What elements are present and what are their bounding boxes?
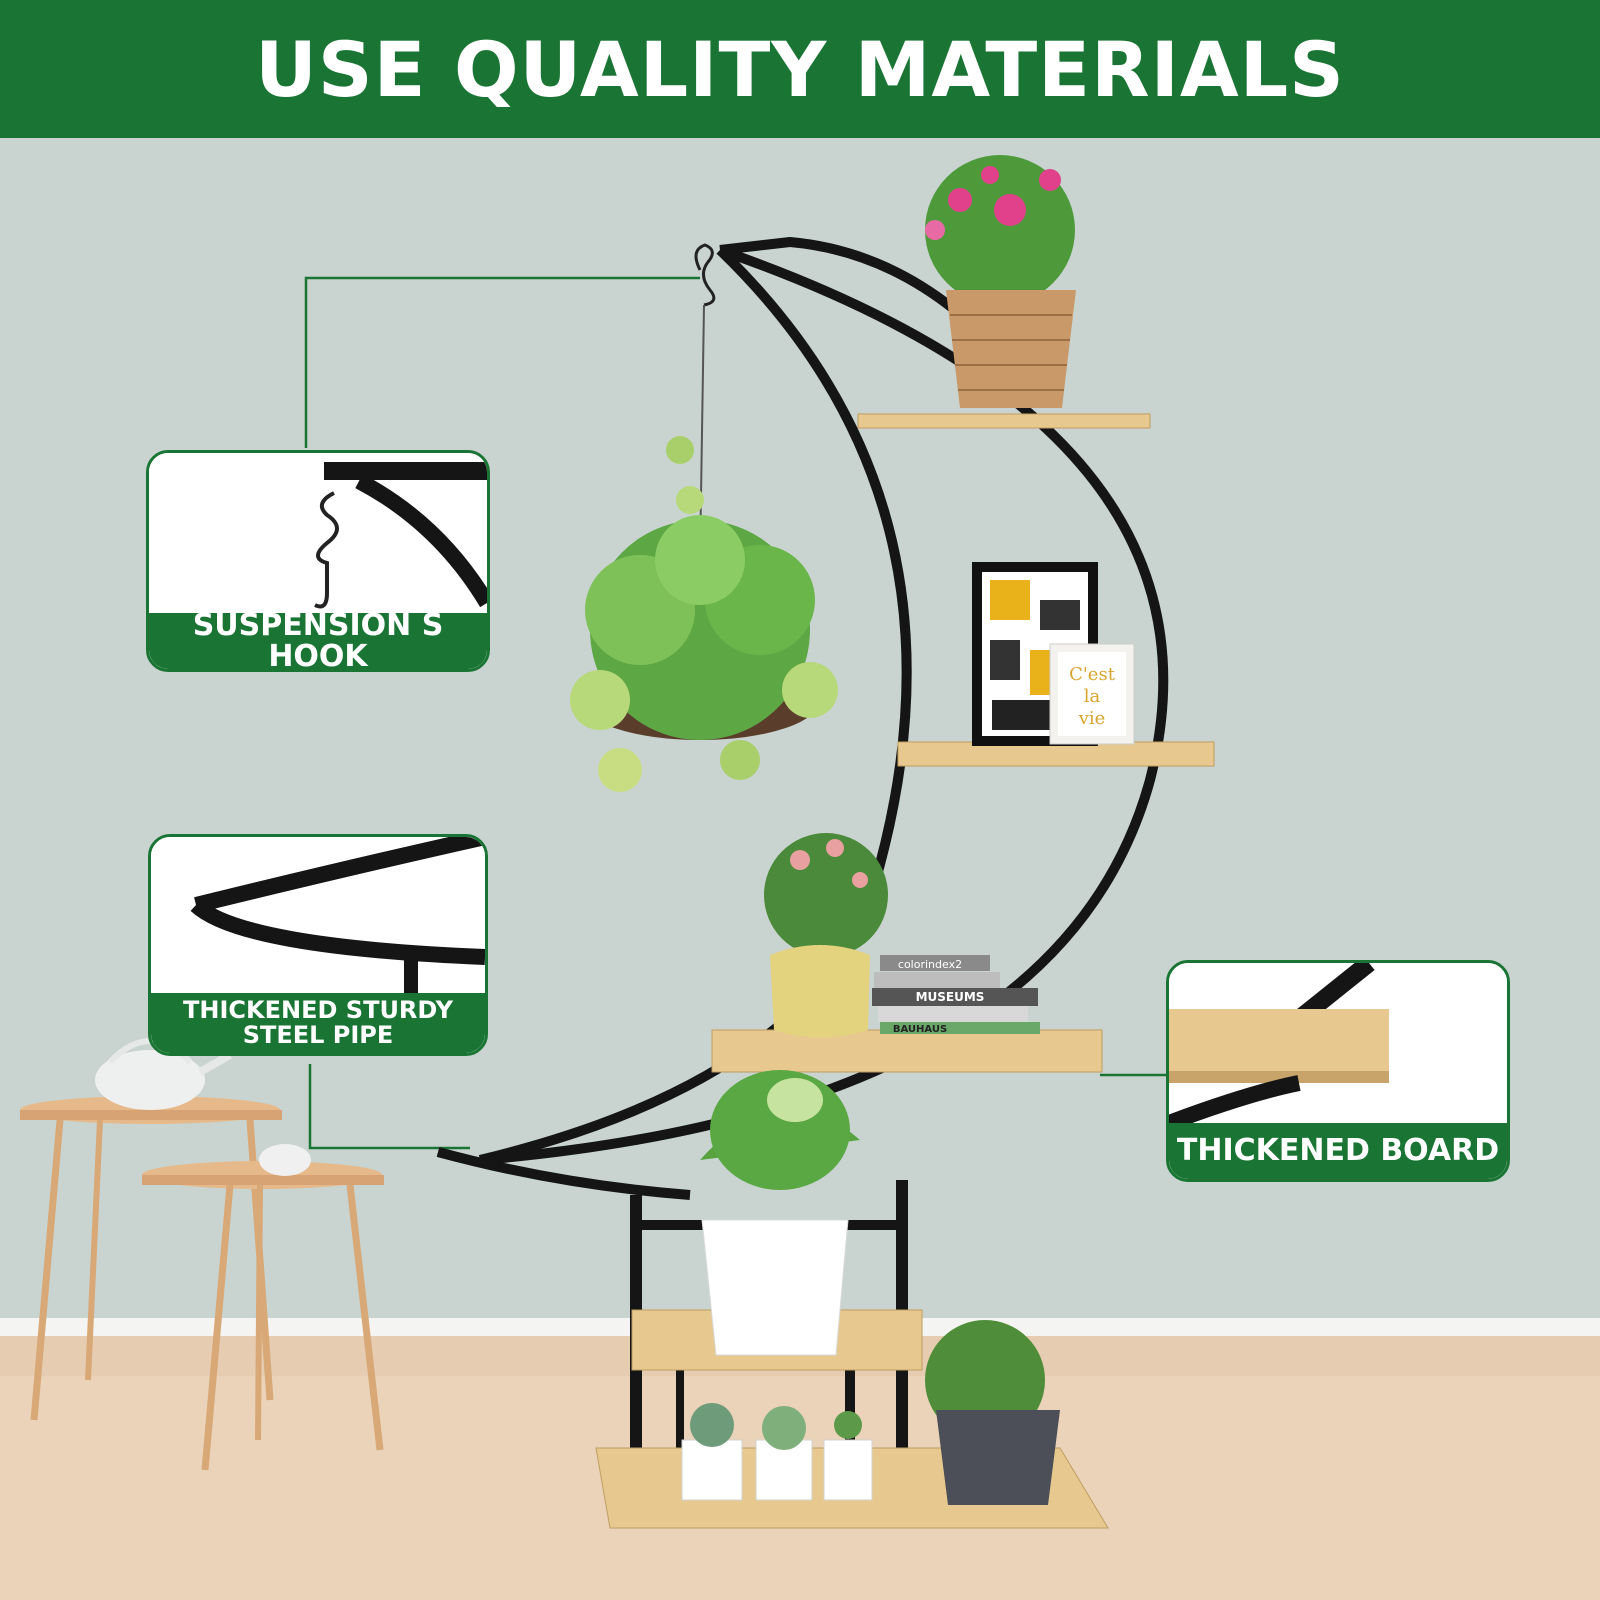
hook-connector-line (304, 276, 700, 448)
product-illustration: C'est la vie colorindex2 MUSEUMS BAUHAUS (0, 138, 1600, 1600)
print-text-3: vie (1078, 708, 1106, 729)
callout-steel-pipe: THICKENED STURDY STEEL PIPE (148, 834, 488, 1056)
callout-suspension-hook: SUSPENSION S HOOK (146, 450, 490, 672)
side-tables (20, 1038, 384, 1471)
print-text-2: la (1084, 686, 1101, 707)
product-scene: C'est la vie colorindex2 MUSEUMS BAUHAUS (0, 138, 1600, 1600)
top-flower-pot (925, 155, 1076, 408)
callout-thickened-board: THICKENED BOARD (1166, 960, 1510, 1182)
print-text-1: C'est (1069, 664, 1116, 685)
book-title-2: MUSEUMS (916, 990, 985, 1004)
steel-pipe-label-line-1: THICKENED STURDY (183, 995, 453, 1024)
bottom-pots (681, 1320, 1060, 1505)
book-title-3: BAUHAUS (893, 1024, 947, 1035)
steel-pipe-label-line-2: STEEL PIPE (242, 1021, 394, 1049)
callout-connectors (304, 276, 1170, 1150)
hanging-plant (570, 243, 838, 792)
shelf-three-items: colorindex2 MUSEUMS BAUHAUS (764, 833, 1040, 1038)
banner-header: USE QUALITY MATERIALS (0, 0, 1600, 138)
white-pot-plant (700, 1070, 860, 1356)
book-title-1: colorindex2 (898, 958, 962, 971)
pipe-connector-line (308, 1064, 470, 1150)
thickened-board-label: THICKENED BOARD (1176, 1133, 1500, 1169)
suspension-hook-label: SUSPENSION S HOOK (192, 607, 444, 672)
page-title: USE QUALITY MATERIALS (255, 24, 1345, 114)
picture-frames: C'est la vie (972, 562, 1135, 746)
